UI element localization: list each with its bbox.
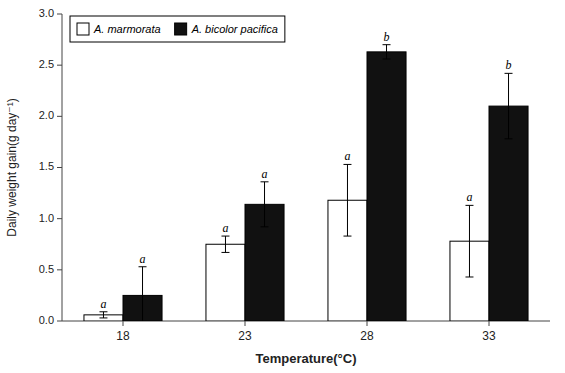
- significance-letter: b: [506, 58, 512, 72]
- significance-letter: a: [100, 297, 106, 311]
- significance-letter: a: [262, 167, 268, 181]
- error-bar: [383, 45, 391, 59]
- y-tick-label: 1.5: [39, 160, 54, 172]
- x-axis: 18 23 28 33: [62, 321, 550, 343]
- error-bar: [99, 312, 107, 318]
- y-axis: 0.0 0.5 1.0 1.5 2.0 2.5 3.0: [39, 7, 62, 326]
- significance-letter: a: [466, 190, 472, 204]
- legend: A. marmorata A. bicolor pacifica: [70, 16, 285, 42]
- y-tick: [57, 14, 62, 15]
- x-tick-label: 28: [360, 329, 374, 343]
- significance-letter: a: [140, 252, 146, 266]
- annotations: a a a a a a b b: [100, 30, 511, 311]
- legend-label: A. marmorata: [93, 23, 161, 35]
- y-axis-label: Daily weight gain(g day⁻¹): [5, 98, 19, 236]
- error-bar: [465, 205, 473, 277]
- error-bar: [505, 73, 513, 138]
- legend-swatch: [77, 23, 89, 35]
- significance-letter: a: [344, 149, 350, 163]
- y-tick: [57, 116, 62, 117]
- chart: 0.0 0.5 1.0 1.5 2.0 2.5 3.0 Daily weight gain(g…: [0, 0, 565, 373]
- bar: [206, 244, 245, 321]
- x-tick-label: 18: [116, 329, 130, 343]
- y-tick-label: 2.0: [39, 109, 54, 121]
- x-tick: [367, 321, 368, 326]
- error-bar: [139, 267, 147, 321]
- y-tick: [57, 269, 62, 270]
- x-axis-label: Temperature(°C): [255, 351, 356, 366]
- legend-swatch: [175, 23, 187, 35]
- y-tick-label: 0.5: [39, 263, 54, 275]
- y-tick: [57, 65, 62, 66]
- x-tick-label: 23: [238, 329, 252, 343]
- error-bar: [221, 236, 229, 252]
- x-tick: [489, 321, 490, 326]
- error-bar: [261, 182, 269, 227]
- legend-frame: [70, 16, 285, 42]
- y-tick-label: 0.0: [39, 314, 54, 326]
- bar: [367, 52, 406, 321]
- y-tick: [57, 321, 62, 322]
- x-tick: [123, 321, 124, 326]
- y-tick-label: 3.0: [39, 7, 54, 19]
- x-tick-label: 33: [482, 329, 496, 343]
- plot-area: [84, 45, 528, 321]
- x-tick: [245, 321, 246, 326]
- significance-letter: a: [222, 221, 228, 235]
- legend-label: A. bicolor pacifica: [191, 23, 278, 35]
- error-bar: [343, 164, 351, 236]
- y-tick-label: 1.0: [39, 212, 54, 224]
- y-tick: [57, 218, 62, 219]
- significance-letter: b: [384, 30, 390, 44]
- y-tick-label: 2.5: [39, 58, 54, 70]
- y-tick: [57, 167, 62, 168]
